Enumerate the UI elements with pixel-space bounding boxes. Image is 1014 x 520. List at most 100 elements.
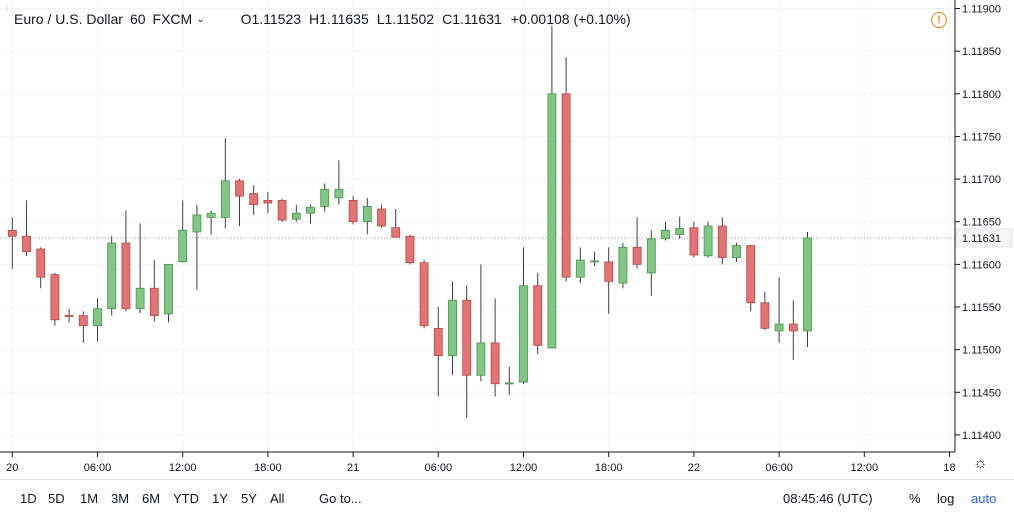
candle-body [788, 323, 798, 332]
candle-body [249, 193, 259, 206]
range-1m[interactable]: 1M [80, 491, 99, 506]
candle-body [78, 315, 88, 327]
bottom-toolbar: 1D 5D 1M 3M 6M YTD 1Y 5Y All Go to... 08… [0, 479, 1014, 520]
candle-body [504, 382, 514, 385]
symbol-name[interactable]: Euro / U.S. Dollar [14, 11, 123, 27]
candle-body [334, 188, 344, 199]
candle [149, 260, 159, 322]
candle [717, 217, 727, 265]
range-5y[interactable]: 5Y [241, 491, 257, 506]
time-tick-label: 06:00 [84, 462, 112, 474]
candle-body [149, 287, 159, 316]
price-tick-label: 1.11800 [962, 89, 1001, 101]
candle-body [433, 327, 443, 357]
candle [22, 200, 31, 256]
candles-layer [7, 25, 812, 418]
candle [646, 230, 656, 296]
candle [774, 277, 784, 343]
candle [78, 311, 88, 343]
range-5d[interactable]: 5D [48, 491, 65, 506]
candle [419, 260, 429, 329]
candle [661, 221, 670, 241]
candle-body [206, 212, 216, 218]
log-toggle[interactable]: log [937, 491, 955, 506]
candle [533, 272, 543, 354]
candle-body [405, 235, 415, 264]
legend-change: +0.00108 (+0.10%) [510, 11, 631, 27]
candle [121, 210, 131, 312]
price-tick-label: 1.11850 [962, 46, 1001, 58]
candle [135, 223, 145, 313]
candle-body [320, 188, 330, 207]
range-all[interactable]: All [270, 491, 285, 506]
interval[interactable]: 60 [129, 11, 146, 27]
chevron-down-icon[interactable]: ⌄ [196, 14, 205, 25]
candle-body [362, 205, 372, 223]
candle [235, 179, 244, 226]
range-1y[interactable]: 1Y [212, 491, 228, 506]
candle-body [547, 93, 557, 349]
range-6m[interactable]: 6M [142, 491, 161, 506]
candle-body [93, 308, 102, 327]
candle [433, 307, 443, 397]
percent-toggle[interactable]: % [909, 491, 921, 506]
candle-body [618, 246, 628, 284]
price-tick-label: 1.11650 [962, 217, 1001, 229]
candle [561, 57, 571, 282]
clock-readout[interactable]: 08:45:46 (UTC) [783, 491, 873, 506]
candle-body [803, 237, 812, 332]
candle [7, 217, 17, 269]
range-1d[interactable]: 1D [20, 491, 37, 506]
candle [64, 308, 74, 323]
candle [746, 244, 756, 312]
candle-body [519, 285, 528, 383]
auto-toggle[interactable]: auto [971, 491, 997, 506]
candle-body [575, 259, 585, 278]
legend-open: O1.11523 [240, 11, 302, 27]
candle-body [476, 342, 486, 376]
time-tick-label: 22 [688, 462, 700, 474]
candle [490, 298, 500, 397]
candle [604, 247, 614, 314]
candle [277, 198, 287, 222]
candle-body [36, 248, 46, 278]
candle-body [22, 235, 31, 252]
candle-body [391, 227, 401, 238]
range-3m[interactable]: 3M [111, 491, 130, 506]
settings-icon[interactable]: ☼ [973, 455, 988, 472]
candle-body [121, 242, 131, 310]
chart-legend: Euro / U.S. Dollar 60 FXCM ⌄ O1.11523 H1… [14, 11, 631, 28]
goto-button[interactable]: Go to... [319, 491, 362, 506]
source[interactable]: FXCM [152, 11, 193, 27]
candle-body [632, 246, 642, 265]
candle-body [675, 228, 685, 235]
price-tick-label: 1.11900 [962, 4, 1001, 16]
candle-body [604, 261, 614, 282]
candle-body [746, 245, 756, 304]
candle-body [760, 302, 770, 329]
price-tick-label: 1.11500 [962, 345, 1001, 357]
drag-handle-icon[interactable]: ⁞ [6, 4, 9, 15]
warning-icon[interactable]: ! [931, 12, 947, 28]
candle [547, 25, 557, 349]
candle-body [703, 225, 713, 257]
time-tick-label: 18:00 [595, 462, 623, 474]
candle-body [235, 180, 244, 197]
legend-low: L1.11502 [376, 11, 435, 27]
candle-body [348, 200, 358, 223]
candle [377, 204, 386, 228]
candle-body [377, 208, 386, 227]
time-tick-label: 20 [6, 462, 18, 474]
candle-body [263, 200, 273, 204]
candle [164, 263, 173, 323]
last-price-label: 1.11631 [962, 233, 1001, 245]
candle [803, 231, 812, 348]
candle-body [646, 238, 656, 274]
candle-body [291, 212, 301, 220]
range-ytd[interactable]: YTD [173, 491, 199, 506]
price-chart[interactable]: 1.11900 1.11850 1.11800 1.11750 1.11700 1.116… [0, 0, 1014, 480]
candle-body [220, 180, 230, 218]
candle [306, 204, 315, 224]
candle-body [50, 274, 60, 321]
last-price-box [955, 228, 1013, 248]
